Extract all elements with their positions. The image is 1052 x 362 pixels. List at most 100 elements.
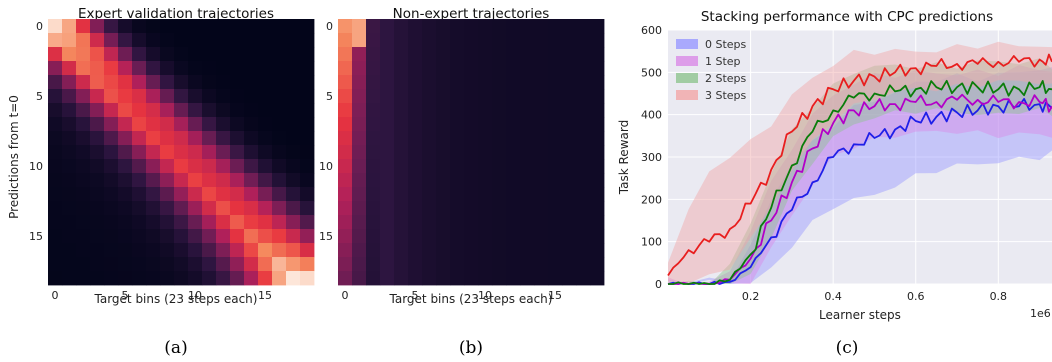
heatmap-cell: [174, 173, 189, 188]
heatmap-cell: [188, 271, 203, 286]
heatmap-cell: [146, 47, 161, 62]
heatmap-cell: [132, 75, 147, 90]
heatmap-cell: [492, 243, 507, 258]
heatmap-b-cells: [338, 19, 605, 286]
heatmap-cell: [422, 145, 437, 160]
heatmap-cell: [338, 117, 353, 132]
heatmap-b-xlabel: Target bins (23 steps each): [389, 292, 553, 306]
heatmap-cell: [436, 215, 451, 230]
heatmap-cell: [188, 215, 203, 230]
heatmap-cell: [132, 271, 147, 286]
y-tick-label: 500: [641, 66, 662, 79]
heatmap-cell: [104, 89, 119, 104]
heatmap-cell: [562, 173, 577, 188]
heatmap-cell: [216, 145, 231, 160]
heatmap-cell: [216, 215, 231, 230]
heatmap-cell: [202, 61, 217, 76]
heatmap-cell: [590, 131, 605, 146]
heatmap-cell: [90, 145, 105, 160]
heatmap-cell: [422, 159, 437, 174]
heatmap-cell: [188, 117, 203, 132]
heatmap-cell: [230, 243, 245, 258]
heatmap-cell: [104, 75, 119, 90]
heatmap-cell: [548, 201, 563, 216]
heatmap-cell: [492, 19, 507, 34]
heatmap-cell: [202, 145, 217, 160]
heatmap-cell: [132, 117, 147, 132]
heatmap-cell: [352, 61, 367, 76]
heatmap-cell: [258, 103, 273, 118]
heatmap-cell: [576, 61, 591, 76]
y-tick-label: 10: [29, 160, 43, 173]
line-chart-xlabel: Learner steps: [819, 308, 901, 322]
heatmap-cell: [286, 89, 301, 104]
heatmap-cell: [272, 257, 287, 272]
heatmap-cell: [352, 117, 367, 132]
heatmap-cell: [450, 33, 465, 48]
heatmap-cell: [286, 159, 301, 174]
heatmap-cell: [216, 117, 231, 132]
heatmap-cell: [338, 131, 353, 146]
heatmap-cell: [422, 47, 437, 62]
heatmap-cell: [352, 271, 367, 286]
heatmap-cell: [48, 257, 63, 272]
heatmap-cell: [300, 159, 315, 174]
legend-swatch: [676, 39, 698, 49]
heatmap-cell: [576, 271, 591, 286]
heatmap-cell: [380, 75, 395, 90]
heatmap-cell: [506, 243, 521, 258]
heatmap-cell: [562, 131, 577, 146]
heatmap-cell: [272, 103, 287, 118]
heatmap-cell: [394, 33, 409, 48]
heatmap-cell: [478, 173, 493, 188]
heatmap-cell: [146, 159, 161, 174]
heatmap-cell: [300, 229, 315, 244]
heatmap-cell: [338, 75, 353, 90]
heatmap-cell: [520, 103, 535, 118]
heatmap-cell: [300, 117, 315, 132]
heatmap-expert: Expert validation trajectories 0 5 10 15 0 5 1…: [7, 6, 315, 306]
heatmap-cell: [534, 271, 549, 286]
x-tick-label: 0.6: [907, 290, 925, 303]
heatmap-cell: [62, 271, 77, 286]
heatmap-cell: [258, 89, 273, 104]
heatmap-cell: [408, 257, 423, 272]
heatmap-cell: [492, 271, 507, 286]
heatmap-cell: [576, 187, 591, 202]
heatmap-cell: [534, 117, 549, 132]
heatmap-cell: [230, 19, 245, 34]
heatmap-cell: [244, 117, 259, 132]
heatmap-cell: [394, 215, 409, 230]
heatmap-cell: [464, 187, 479, 202]
heatmap-cell: [160, 271, 175, 286]
heatmap-cell: [62, 131, 77, 146]
heatmap-cell: [450, 75, 465, 90]
heatmap-cell: [478, 159, 493, 174]
heatmap-cell: [76, 159, 91, 174]
heatmap-cell: [272, 271, 287, 286]
heatmap-cell: [520, 89, 535, 104]
heatmap-cell: [286, 103, 301, 118]
heatmap-cell: [394, 47, 409, 62]
heatmap-cell: [300, 19, 315, 34]
heatmap-cell: [118, 173, 133, 188]
heatmap-cell: [230, 257, 245, 272]
heatmap-cell: [230, 103, 245, 118]
heatmap-a-title: Expert validation trajectories: [78, 6, 274, 22]
heatmap-cell: [464, 201, 479, 216]
x-tick-label: 5: [412, 289, 419, 302]
heatmap-cell: [492, 257, 507, 272]
heatmap-cell: [188, 75, 203, 90]
x-tick-label: 0: [52, 289, 59, 302]
heatmap-cell: [576, 19, 591, 34]
heatmap-cell: [76, 75, 91, 90]
heatmap-cell: [548, 173, 563, 188]
heatmap-cell: [258, 215, 273, 230]
heatmap-nonexpert: Non-expert trajectories 0 5 10 15 0 5 10 15 Tar…: [319, 6, 605, 306]
heatmap-cell: [146, 187, 161, 202]
heatmap-cell: [464, 257, 479, 272]
heatmap-cell: [90, 47, 105, 62]
heatmap-cell: [366, 47, 381, 62]
heatmap-cell: [188, 229, 203, 244]
heatmap-cell: [562, 19, 577, 34]
